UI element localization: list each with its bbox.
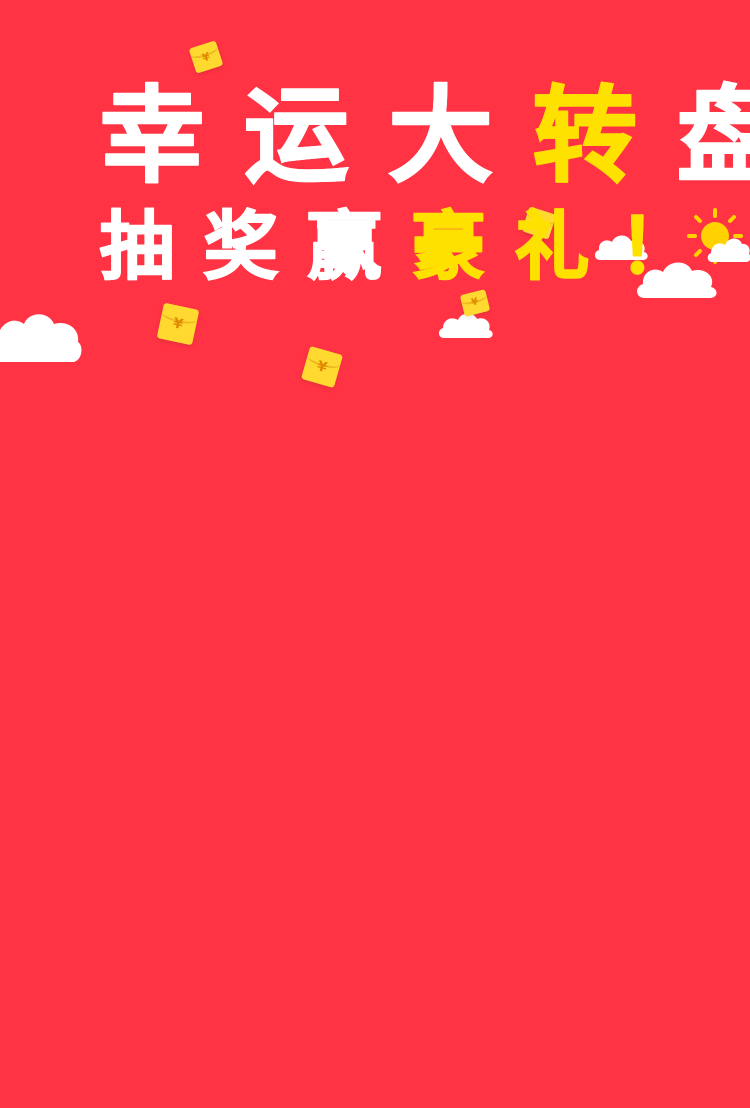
title-char: 盘 [676,75,750,197]
cloud-icon [592,230,650,264]
red-envelope-icon: ¥ [300,345,344,389]
red-envelope-icon: ¥ [156,302,200,346]
yen-symbol: ¥ [200,49,212,65]
cloud-icon [706,232,750,266]
subtitle-char-highlight: 礼 [514,204,592,290]
yen-symbol: ¥ [470,296,480,310]
subtitle-char: 抽 [99,204,176,290]
title-char: 运 [243,75,351,197]
title-char-highlight: 转 [532,75,639,197]
title-char: 大 [387,75,495,197]
title-char: 幸 [99,75,207,197]
page-title: 幸 运 大 转 盘 [99,75,750,197]
subtitle-char-highlight: ！ [618,204,695,290]
red-envelope-icon: ¥ [188,40,224,74]
cloud-icon [634,254,720,302]
sun-icon [683,206,747,270]
yen-symbol: ¥ [315,358,329,377]
yen-symbol: ¥ [171,315,185,333]
page-subtitle: 抽 奖 赢 豪 礼 ！ [99,204,695,290]
cloud-icon [0,308,82,364]
subtitle-char-highlight: 豪 [410,204,488,290]
subtitle-char: 赢 [307,204,384,290]
subtitle-char: 奖 [203,204,280,290]
cloud-icon [436,306,494,342]
